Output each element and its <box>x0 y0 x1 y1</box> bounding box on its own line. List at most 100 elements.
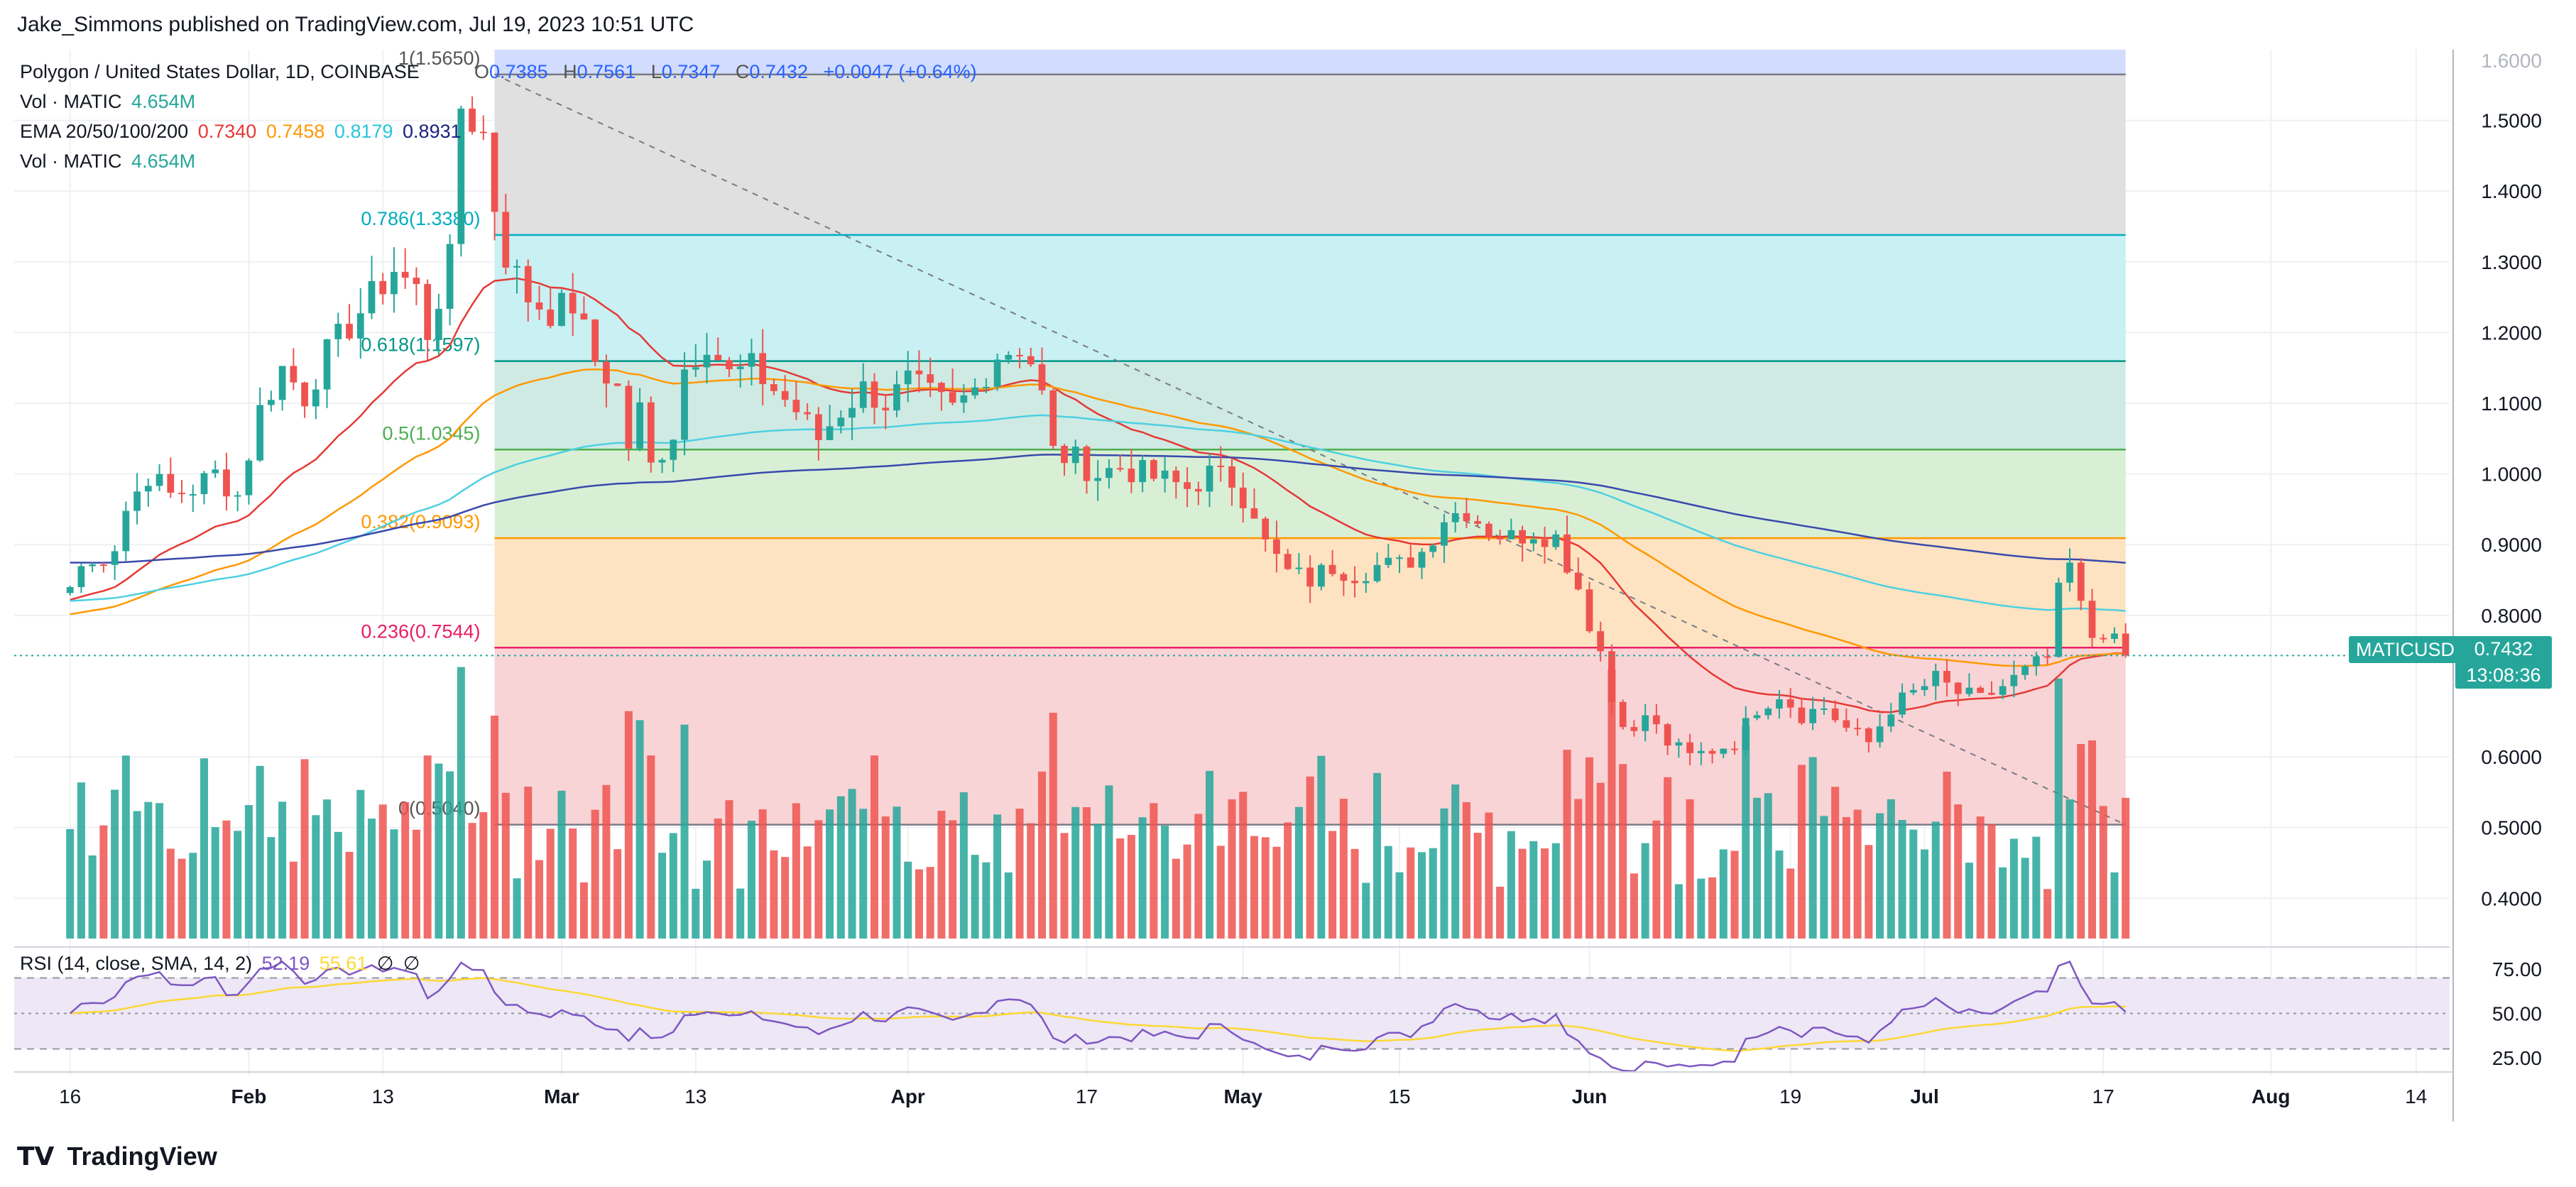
candle-body <box>1541 539 1549 547</box>
fib-level-label: 0.618(1.1597) <box>361 334 480 356</box>
volume-bar <box>859 809 868 939</box>
volume-bar <box>1775 850 1784 939</box>
volume-bar <box>200 758 208 939</box>
volume-legend[interactable]: Vol · MATIC 4.654M <box>20 91 200 113</box>
price-axis: 1.5000 1.4000 1.3000 1.2000 1.1000 1.0000 0.90… <box>2481 50 2542 909</box>
volume-bar <box>1943 771 1951 939</box>
candle-body <box>2111 633 2118 639</box>
candle-body <box>814 414 822 440</box>
symbol-price-tag: MATICUSD <box>2349 636 2462 663</box>
volume-bar <box>267 837 275 939</box>
symbol-line: Polygon / United States Dollar, 1D, COIN… <box>20 61 420 82</box>
candle-body <box>1463 513 1470 521</box>
rsi-tick-label: 50.00 <box>2492 1003 2542 1025</box>
price-tick-label: 0.5000 <box>2481 817 2542 839</box>
volume-bar <box>1909 829 1918 939</box>
volume-legend-2[interactable]: Vol · MATIC 4.654M <box>20 151 200 173</box>
volume-bar <box>680 724 689 939</box>
last-price: 0.7432 <box>2474 638 2533 660</box>
candle-body <box>245 460 253 496</box>
candle-body <box>77 566 85 588</box>
ema-legend[interactable]: EMA 20/50/100/200 0.7340 0.7458 0.8179 0… <box>20 121 466 143</box>
time-tick-label: Aug <box>2252 1085 2290 1107</box>
candle-body <box>748 353 755 367</box>
volume-bar <box>836 796 845 939</box>
ema200-line <box>70 454 2126 564</box>
rsi-extra-1: ∅ <box>376 953 394 974</box>
volume-bar <box>2088 740 2097 939</box>
time-tick-label: Apr <box>891 1085 925 1107</box>
time-axis: 16 Feb 13 Mar 13 Apr 17 May 15 Jun 19 Jul 17 Aug 14 <box>59 1085 2427 1107</box>
candle-body <box>1731 748 1738 750</box>
volume-bar <box>826 809 834 939</box>
ema100-value: 0.8179 <box>334 121 393 142</box>
rsi-value: 52.19 <box>261 953 310 974</box>
candle-body <box>1899 692 1906 715</box>
candle-body <box>212 469 219 474</box>
rsi-sma-line <box>70 977 2126 1052</box>
candle-body <box>1619 701 1627 728</box>
volume-bar <box>1920 849 1929 939</box>
volume-bar <box>1362 882 1370 939</box>
candle-body <box>401 271 409 278</box>
candle-body <box>1306 567 1314 587</box>
candle-body <box>1921 686 1928 690</box>
candle-body <box>982 386 990 388</box>
candle-body <box>1943 670 1950 683</box>
price-tick-label: 1.3000 <box>2481 251 2542 273</box>
rsi-line <box>69 961 2127 1073</box>
volume-bar <box>88 855 97 939</box>
volume-bar <box>1261 837 1270 939</box>
candle-body <box>1005 354 1013 360</box>
candle-body <box>234 495 241 497</box>
volume-bar <box>412 829 420 939</box>
candle-body <box>726 360 733 369</box>
candle-body <box>122 510 130 552</box>
candle-body <box>1373 564 1381 581</box>
volume-bar <box>1719 849 1728 939</box>
volume-bar <box>1082 807 1091 939</box>
rsi-axis: 75.00 50.00 25.00 <box>2492 958 2542 1069</box>
candle-body <box>268 400 275 405</box>
candle-body <box>1496 537 1504 540</box>
symbol-legend[interactable]: Polygon / United States Dollar, 1D, COIN… <box>20 61 424 83</box>
volume-bar <box>2099 806 2107 939</box>
candle-body <box>2077 562 2085 601</box>
volume-bar <box>1842 816 1850 939</box>
volume-bar <box>211 827 219 939</box>
volume-bar <box>1093 824 1102 939</box>
candle-body <box>1184 482 1191 489</box>
volume-bar <box>1462 802 1470 939</box>
volume-value: 4.654M <box>131 91 196 112</box>
volume-bar <box>178 858 186 939</box>
volume-bar <box>1585 757 1593 939</box>
tradingview-brand[interactable]: 𝗧𝗩 TradingView <box>17 1142 217 1171</box>
candle-body <box>290 366 298 383</box>
volume-bar <box>871 755 879 939</box>
candle-body <box>2088 601 2096 638</box>
rsi-legend[interactable]: RSI (14, close, SMA, 14, 2) 52.19 55.61 … <box>20 953 424 975</box>
volume-bar <box>2110 872 2119 939</box>
candle-body <box>1351 581 1358 584</box>
volume-bar <box>401 802 410 939</box>
time-tick-label: 14 <box>2405 1085 2427 1107</box>
candle-body <box>770 384 777 391</box>
volume-bar <box>2077 743 2085 939</box>
candle-body <box>1083 447 1091 481</box>
candle-body <box>759 353 767 385</box>
volume-bar <box>1127 835 1135 939</box>
candle-body <box>535 302 543 310</box>
candle-body <box>1116 468 1124 470</box>
candle-body <box>1407 557 1414 568</box>
volume-bar <box>1105 785 1113 939</box>
candle-body <box>1831 708 1839 721</box>
volume-bar <box>1250 836 1258 939</box>
candle-body <box>1250 508 1258 519</box>
candle-body <box>1909 689 1917 693</box>
volume-bar <box>1831 787 1840 939</box>
volume-label: Vol · MATIC <box>20 91 122 112</box>
volume-bar <box>1652 820 1661 939</box>
fib-band <box>494 361 2126 450</box>
candle-body <box>703 354 711 368</box>
